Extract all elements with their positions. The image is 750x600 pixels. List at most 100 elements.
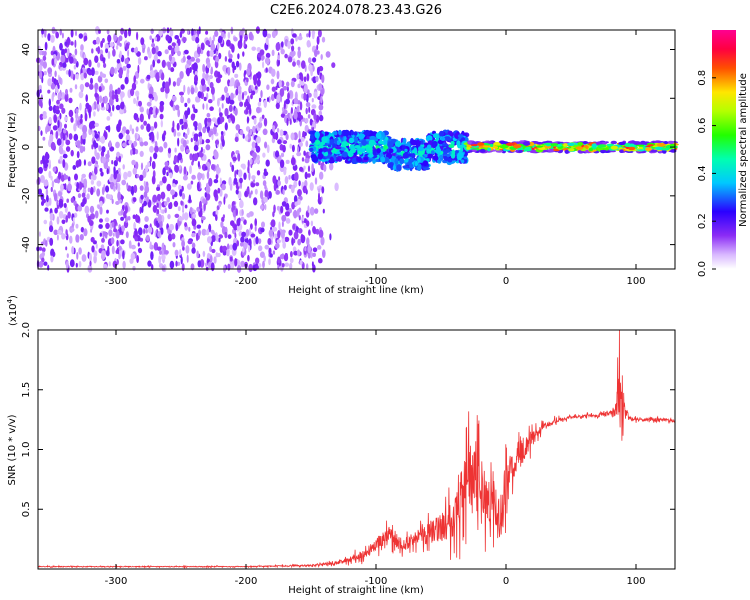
spectrogram-cell bbox=[106, 116, 111, 121]
spectrogram-cell bbox=[236, 259, 241, 267]
spectrogram-cell bbox=[215, 174, 219, 180]
spectrogram-cell bbox=[189, 206, 193, 215]
spectrogram-cell bbox=[541, 149, 548, 153]
spectrogram-cell bbox=[58, 171, 62, 180]
spectrogram-cell bbox=[272, 250, 276, 255]
spectrogram-cell bbox=[126, 182, 129, 190]
spectrogram-cell bbox=[50, 186, 53, 193]
spectrogram-cell bbox=[131, 147, 136, 155]
spectrogram-cell bbox=[181, 263, 185, 271]
spectrogram-cell bbox=[91, 48, 94, 54]
spectrogram-cell bbox=[248, 31, 253, 41]
spectrogram-cell bbox=[244, 36, 248, 41]
spectrogram-cell bbox=[235, 208, 238, 217]
spectrogram-cell bbox=[286, 86, 289, 92]
spectrogram-cell bbox=[242, 247, 245, 253]
spectrogram-cell bbox=[305, 102, 311, 108]
spectrogram-cell bbox=[394, 158, 399, 166]
spectrogram-cell bbox=[49, 133, 54, 142]
spectrogram-cell bbox=[153, 121, 158, 129]
spectrogram-cell bbox=[85, 102, 90, 110]
spectrogram-cell bbox=[247, 116, 250, 123]
spectrogram-cell bbox=[262, 260, 265, 269]
spectrogram-cell bbox=[211, 164, 215, 171]
spectrogram-cell bbox=[275, 42, 281, 51]
spectrogram-cell bbox=[90, 67, 95, 77]
spectrogram-cell bbox=[99, 218, 103, 223]
spectrogram-cell bbox=[80, 72, 85, 81]
spectrogram-cell bbox=[271, 49, 275, 56]
spectrogram-cell bbox=[299, 101, 303, 111]
spectrogram-cell bbox=[173, 154, 178, 164]
spectrogram-cell bbox=[446, 153, 451, 158]
spectrogram-cell bbox=[198, 131, 203, 138]
spectrogram-cell bbox=[177, 108, 181, 118]
spectrogram-cell bbox=[93, 111, 96, 117]
spectrogram-cell bbox=[112, 232, 115, 237]
spectrogram-cell bbox=[529, 149, 537, 154]
spectrogram-cell bbox=[139, 150, 144, 157]
spectrogram-cell bbox=[227, 31, 231, 39]
spectrogram-cell bbox=[218, 202, 222, 208]
spectrogram-cell bbox=[266, 144, 270, 154]
spectrogram-cell bbox=[264, 189, 269, 199]
colorbar-tick-label: 0.4 bbox=[697, 165, 708, 181]
spectrogram-cell bbox=[93, 185, 96, 193]
spectrogram-cell bbox=[273, 182, 277, 192]
spectrogram-cell bbox=[111, 221, 115, 227]
spectrogram-cell bbox=[333, 131, 338, 136]
spectrogram-cell bbox=[115, 182, 118, 190]
spectrogram-cell bbox=[40, 193, 45, 201]
spectrogram-cell bbox=[184, 102, 188, 108]
spectrogram-cell bbox=[172, 104, 176, 111]
spectrogram-cell bbox=[535, 145, 544, 148]
spectrogram-cell bbox=[120, 101, 125, 110]
spectrogram-cell bbox=[229, 256, 233, 262]
spectrogram-cell bbox=[101, 146, 106, 153]
spectrogram-cell bbox=[185, 67, 191, 76]
spectrogram-cell bbox=[115, 104, 121, 111]
spectrogram-cell bbox=[392, 164, 396, 171]
spectrogram-cell bbox=[329, 156, 334, 163]
spectrogram-cell bbox=[294, 201, 299, 207]
spectrogram-cell bbox=[149, 156, 152, 163]
spectrogram-cell bbox=[43, 179, 49, 187]
spectrogram-cell bbox=[118, 35, 123, 42]
spectrogram-cell bbox=[305, 93, 309, 103]
spectrogram-cell bbox=[304, 117, 309, 124]
spectrogram-cell bbox=[260, 90, 263, 98]
spectrogram-cell bbox=[136, 117, 140, 123]
spectrogram-cell bbox=[304, 180, 308, 188]
spectrogram-cell bbox=[211, 117, 217, 122]
spectrogram-cell bbox=[220, 116, 225, 123]
spectrogram-cell bbox=[42, 61, 48, 69]
spectrogram-cell bbox=[278, 176, 281, 182]
spectrogram-cell bbox=[637, 149, 645, 152]
spectrogram-cell bbox=[105, 185, 110, 193]
spectrogram-cell bbox=[197, 260, 202, 268]
y-tick-label: 0 bbox=[21, 144, 32, 150]
spectrogram-cell bbox=[169, 28, 174, 37]
spectrogram-cell bbox=[263, 117, 268, 127]
spectrogram-cell bbox=[289, 262, 293, 270]
spectrogram-cell bbox=[62, 62, 67, 68]
spectrogram-cell bbox=[505, 142, 515, 146]
spectrogram-cell bbox=[320, 236, 325, 246]
spectrogram-cell bbox=[121, 179, 127, 186]
spectrogram-cell bbox=[224, 56, 228, 62]
spectrogram-cell bbox=[304, 246, 307, 252]
spectrogram-cell bbox=[315, 114, 320, 123]
spectrogram-cell bbox=[59, 146, 64, 155]
spectrogram-cell bbox=[466, 144, 473, 148]
spectrogram-cell bbox=[91, 156, 96, 164]
spectrogram-cell bbox=[117, 184, 121, 193]
spectrogram-cell bbox=[249, 84, 252, 93]
spectrogram-cell bbox=[88, 59, 92, 68]
spectrogram-cell bbox=[297, 189, 302, 197]
spectrogram-cell bbox=[303, 93, 307, 101]
spectrogram-cell bbox=[301, 60, 306, 69]
spectrogram-cell bbox=[171, 95, 177, 102]
spectrogram-cell bbox=[420, 140, 424, 145]
spectrogram-cell bbox=[96, 180, 102, 187]
spectrogram-cell bbox=[241, 92, 245, 101]
